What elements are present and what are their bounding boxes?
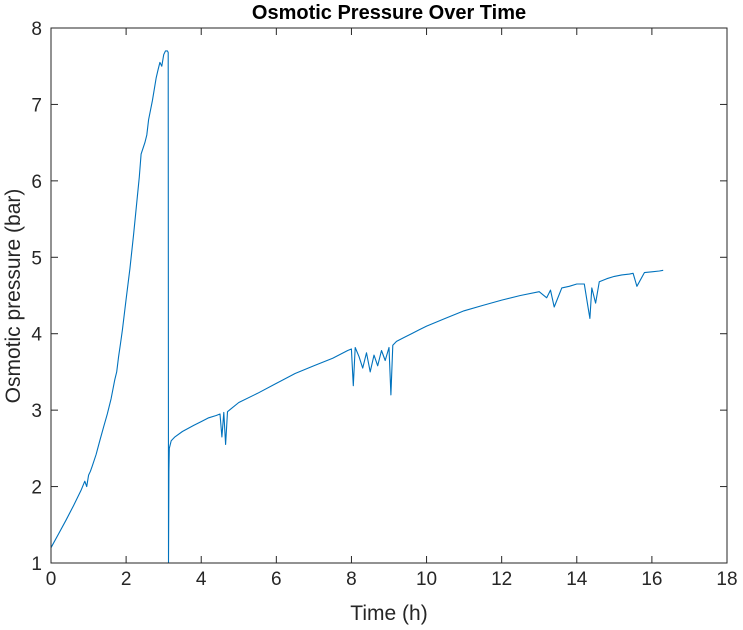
chart-title: Osmotic Pressure Over Time	[252, 2, 526, 24]
series-group	[50, 50, 664, 564]
x-tick-label: 10	[416, 569, 437, 590]
x-tick-label: 12	[491, 569, 512, 590]
x-tick-label: 14	[566, 569, 588, 590]
plot-area-background	[51, 28, 727, 563]
y-tick-label: 7	[31, 95, 42, 116]
x-tick-label: 6	[271, 569, 282, 590]
y-tick-label: 1	[31, 554, 42, 575]
x-tick-label: 16	[641, 569, 662, 590]
x-tick-label: 18	[716, 569, 737, 590]
y-tick-label: 8	[31, 19, 42, 40]
series-line	[50, 50, 664, 564]
y-tick-label: 3	[31, 401, 42, 422]
y-tick-label: 6	[31, 172, 42, 193]
y-tick-label: 4	[31, 325, 42, 346]
y-axis-title: Osmotic pressure (bar)	[2, 189, 25, 404]
y-tick-label: 5	[31, 248, 42, 269]
tick-marks	[50, 27, 728, 564]
x-axis-title: Time (h)	[350, 602, 427, 625]
axes-box	[50, 27, 728, 564]
y-tick-label: 2	[31, 478, 42, 499]
x-tick-label: 4	[196, 569, 207, 590]
x-tick-label: 0	[46, 569, 57, 590]
x-tick-label: 8	[346, 569, 357, 590]
x-tick-label: 2	[121, 569, 132, 590]
